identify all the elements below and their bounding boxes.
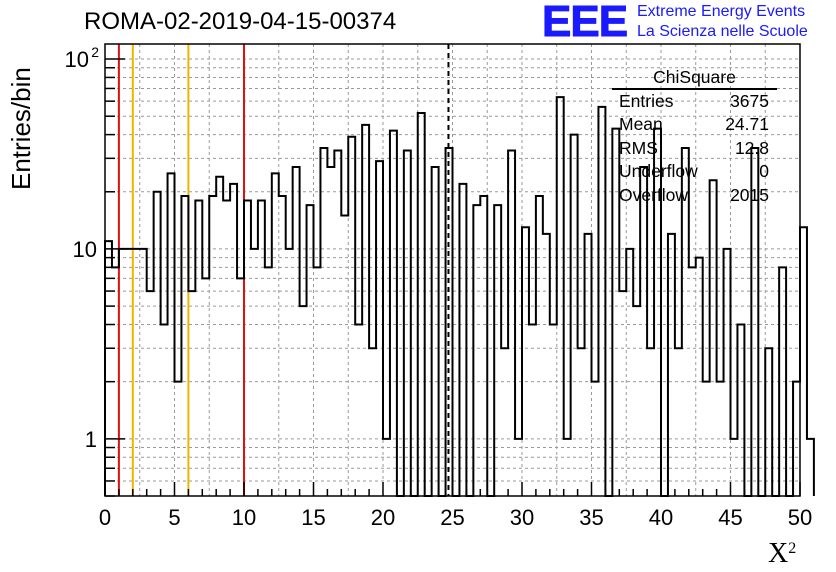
x-tick-label: 30	[510, 505, 534, 530]
stats-row: Entries 3675	[612, 90, 777, 113]
histogram-outline	[104, 96, 815, 497]
stats-value: 12.8	[734, 137, 769, 158]
stats-title: ChiSquare	[612, 66, 777, 90]
stats-value: 24.71	[725, 114, 769, 135]
x-tick-label: 25	[440, 505, 464, 530]
stats-label: RMS	[619, 137, 658, 158]
stats-label: Mean	[619, 114, 663, 135]
stats-row: RMS 12.8	[612, 137, 777, 160]
stats-value: 3675	[730, 91, 769, 111]
x-tick-label: 45	[718, 505, 742, 530]
eee-logo: EEE	[541, 0, 628, 46]
stats-row: Underflow 0	[612, 160, 777, 183]
run-title: ROMA-02-2019-04-15-00374	[84, 8, 397, 35]
stats-value: 2015	[730, 184, 769, 205]
y-tick-label-exponent: 2	[91, 44, 99, 60]
stats-row: Overflow 2015	[612, 184, 777, 207]
x-axis-label-superscript: 2	[788, 540, 797, 557]
x-axis-label-base: X	[768, 538, 789, 569]
x-tick-label: 40	[649, 505, 673, 530]
x-tick-label: 10	[232, 505, 256, 530]
y-axis-label: Entries/bin	[6, 67, 36, 190]
x-axis-ticks: 0 5 10 15 20 25 30 35 40 45 50	[99, 482, 812, 530]
stats-box: ChiSquare Entries 3675 Mean 24.71 RMS 12.8 …	[612, 66, 777, 207]
x-axis-label: X2	[768, 538, 796, 570]
x-tick-label: 15	[301, 505, 325, 530]
x-tick-label: 35	[579, 505, 603, 530]
eee-tagline-1: Extreme Energy Events	[637, 3, 806, 20]
stats-value: 0	[759, 161, 769, 182]
x-tick-label: 0	[99, 505, 111, 530]
stats-label: Underflow	[619, 161, 698, 182]
stats-label: Entries	[619, 91, 674, 111]
y-tick-label: 1	[85, 427, 97, 452]
x-tick-label: 20	[371, 505, 395, 530]
eee-tagline-2: La Scienza nelle Scuole	[637, 23, 808, 40]
x-tick-label: 50	[788, 505, 812, 530]
x-tick-label: 5	[168, 505, 180, 530]
stats-row: Mean 24.71	[612, 113, 777, 136]
y-tick-label: 10	[65, 47, 89, 72]
grid-lines	[105, 44, 800, 496]
y-tick-label: 10	[73, 237, 97, 262]
stats-label: Overflow	[619, 184, 689, 205]
